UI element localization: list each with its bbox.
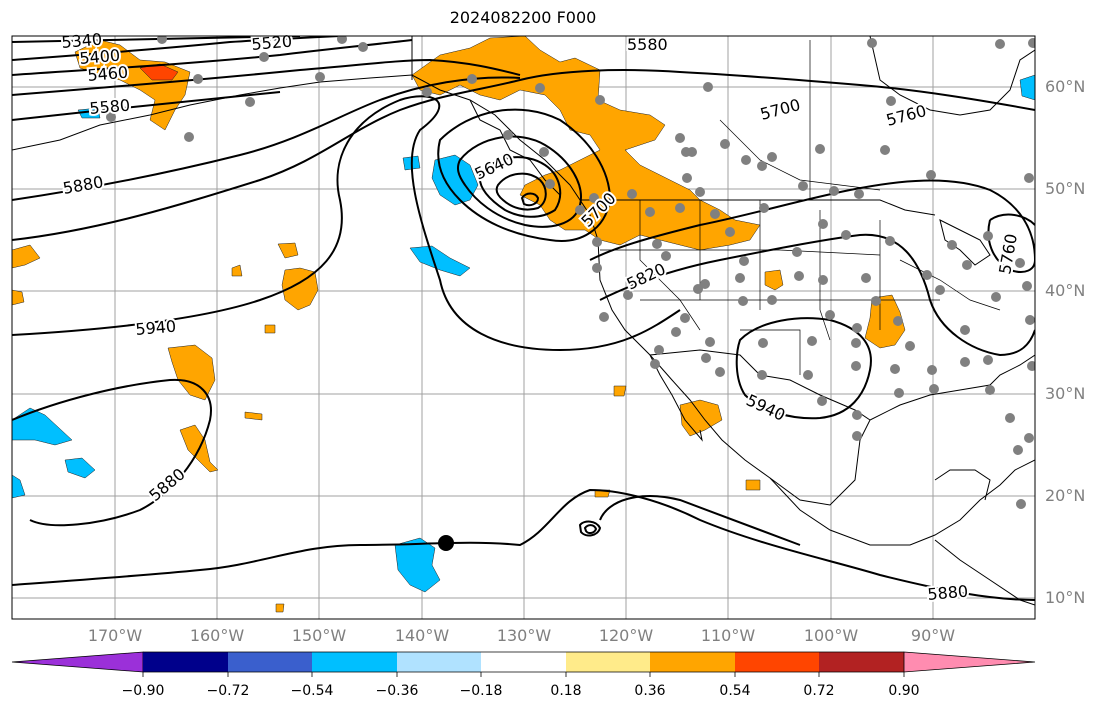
colorbar — [11, 651, 1036, 677]
shade-west-3 — [12, 474, 26, 499]
colorbar-bin — [312, 652, 397, 672]
colorbar-tick-label: −0.36 — [375, 683, 419, 699]
lat-label: 50°N — [1045, 179, 1086, 198]
shade-offshore-1 — [409, 245, 471, 277]
lat-label: 20°N — [1045, 486, 1086, 505]
colorbar-bin — [735, 652, 819, 672]
colorbar-bin — [143, 652, 228, 672]
lon-label: 90°W — [910, 626, 956, 645]
colorbar-tick-label: 0.18 — [550, 683, 582, 699]
colorbar-bin — [481, 652, 566, 672]
colorbar-tick-label: −0.54 — [290, 683, 334, 699]
lat-label: 40°N — [1045, 281, 1086, 300]
colorbar-extend-high — [903, 651, 1036, 673]
lon-label: 120°W — [598, 626, 654, 645]
shade-small-blue-3 — [1019, 74, 1035, 101]
colorbar-bin — [819, 652, 904, 672]
colorbar-tick-label: 0.90 — [888, 683, 920, 699]
colorbar-extend-low — [11, 651, 144, 673]
contour-label: 5520 — [251, 32, 293, 54]
contour-label: 5880 — [927, 582, 969, 604]
shade-pac-4 — [277, 242, 299, 259]
central-america — [934, 539, 1035, 606]
contour-label: 5460 — [87, 63, 129, 85]
contour-label: 5400 — [79, 46, 121, 68]
mexico-south-coast — [769, 459, 1035, 546]
lon-label: 100°W — [803, 626, 859, 645]
shade-pac-5 — [12, 244, 41, 269]
colorbar-tick-label: −0.90 — [121, 683, 165, 699]
colorbar-bin — [566, 652, 650, 672]
yucatan — [934, 469, 991, 501]
lon-label: 130°W — [496, 626, 552, 645]
station-markers — [106, 36, 1035, 509]
colorbar-tick-label: 0.36 — [634, 683, 666, 699]
shade-pac-6 — [12, 289, 25, 306]
great-lakes — [939, 219, 991, 266]
lon-label: 150°W — [291, 626, 347, 645]
coastlines — [12, 36, 1035, 606]
lat-label: 10°N — [1045, 588, 1086, 607]
colorbar-tick-label: 0.72 — [803, 683, 835, 699]
lat-label: 60°N — [1045, 77, 1086, 96]
contour-label: 5580 — [89, 96, 131, 118]
colorbar-tick-label: −0.18 — [459, 683, 503, 699]
lon-label: 170°W — [87, 626, 143, 645]
contour-label: 5580 — [627, 35, 668, 54]
shade-west-1 — [12, 407, 73, 446]
height-contours — [12, 36, 1035, 601]
colorbar-bin — [228, 652, 312, 672]
colorbar-bin — [397, 652, 481, 672]
alaska-coast — [12, 74, 1035, 506]
shade-small-4 — [745, 479, 761, 491]
baja-coast — [649, 354, 703, 442]
shade-pac-3 — [281, 267, 319, 311]
lon-label: 140°W — [394, 626, 450, 645]
shade-small-6 — [613, 385, 627, 397]
hudson-bay — [869, 36, 1035, 116]
shade-pac-7 — [244, 411, 263, 421]
lon-label: 110°W — [700, 626, 756, 645]
shade-small-1 — [231, 264, 243, 277]
lat-label: 30°N — [1045, 384, 1086, 403]
negative-anomaly-areas — [12, 74, 1035, 593]
colorbar-bin — [650, 652, 735, 672]
shade-texas — [864, 294, 906, 349]
shade-gulf-alaska — [431, 154, 479, 206]
colorbar-tick-label: 0.54 — [719, 683, 751, 699]
lon-label: 160°W — [189, 626, 245, 645]
shade-pac-1 — [167, 344, 216, 401]
map-frame — [11, 35, 1036, 620]
hurricane-center-marker — [438, 535, 454, 551]
state-borders — [600, 40, 1001, 375]
contour-label: 5340 — [61, 30, 103, 52]
contour-label: 5940 — [135, 317, 177, 339]
bc-coast-islands — [469, 99, 561, 196]
colorbar-tick-label: −0.72 — [206, 683, 250, 699]
us-canada-border — [580, 199, 936, 216]
shade-nm — [764, 269, 784, 291]
shade-west-2 — [64, 457, 96, 479]
shade-hawaii-south — [394, 537, 441, 593]
map-title: 2024082200 F000 — [449, 8, 597, 27]
shade-small-2 — [264, 324, 276, 334]
shade-small-5 — [275, 603, 285, 613]
shade-alaska-bc — [411, 36, 761, 251]
